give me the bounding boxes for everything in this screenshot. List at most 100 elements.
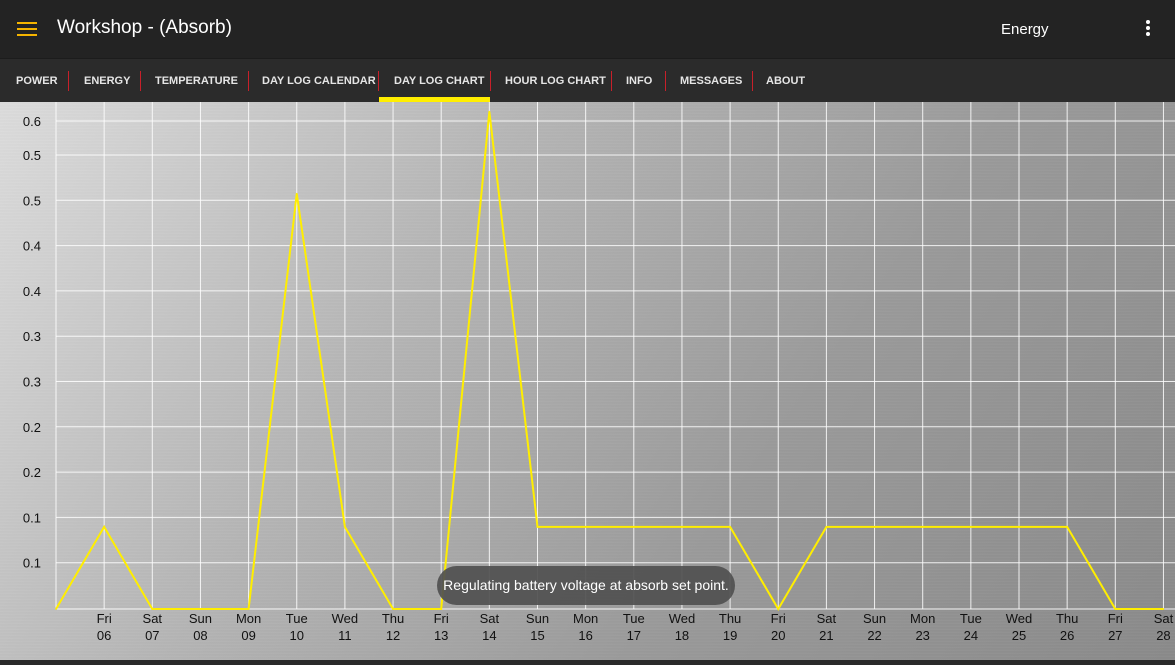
x-tick-label-date: 18 [675,628,689,643]
x-tick-label-date: 23 [915,628,929,643]
x-tick-label-day: Mon [236,611,261,626]
x-tick-label-day: Tue [623,611,645,626]
tab-separator [665,71,666,91]
x-tick-label-date: 06 [97,628,111,643]
tab-separator [611,71,612,91]
more-vert-icon[interactable] [1143,20,1153,40]
y-tick-label: 0.4 [23,239,41,254]
x-tick-label-day: Wed [332,611,359,626]
tab-hour-log-chart[interactable]: HOUR LOG CHART [505,75,606,87]
x-tick-label-day: Tue [286,611,308,626]
tab-info[interactable]: INFO [626,75,653,87]
y-tick-label: 0.2 [23,465,41,480]
data-point [1066,526,1068,528]
data-point [873,526,876,528]
y-tick-label: 0.5 [23,148,41,163]
data-point [392,608,394,610]
data-point [1114,608,1117,610]
y-tick-label: 0.2 [23,420,41,435]
x-tick-label-date: 24 [964,628,978,643]
y-tick-label: 0.3 [23,375,41,390]
x-tick-label-day: Sun [863,611,886,626]
x-tick-label-date: 07 [145,628,159,643]
data-point [103,526,105,528]
tab-separator [752,71,753,91]
x-tick-label-day: Thu [382,611,404,626]
x-tick-label-date: 15 [530,628,544,643]
active-tab-indicator [379,97,490,102]
x-tick-label-day: Sat [480,611,500,626]
y-tick-label: 0.1 [23,510,41,525]
x-tick-label-date: 13 [434,628,448,643]
x-tick-label-date: 17 [627,628,641,643]
x-tick-label-date: 11 [338,628,352,643]
data-point [199,608,202,610]
data-point [55,608,57,610]
x-tick-label-date: 08 [193,628,207,643]
x-tick-label-date: 22 [867,628,881,643]
x-tick-label-day: Fri [434,611,449,626]
data-point [440,608,443,610]
x-tick-label-date: 27 [1108,628,1122,643]
data-point [1162,608,1165,610]
y-tick-label: 0.6 [23,114,41,129]
mode-selector[interactable]: Energy [1001,21,1049,38]
x-tick-label-day: Thu [1056,611,1078,626]
data-point [970,526,972,528]
x-tick-label-date: 09 [241,628,255,643]
x-tick-label-day: Tue [960,611,982,626]
data-point [825,526,828,528]
x-tick-label-day: Fri [1108,611,1123,626]
x-tick-label-day: Thu [719,611,741,626]
tab-messages[interactable]: MESSAGES [680,75,743,87]
x-tick-label-day: Mon [573,611,598,626]
data-point [729,526,731,528]
x-tick-label-day: Sat [143,611,163,626]
data-point [295,192,298,195]
x-tick-label-date: 19 [723,628,737,643]
y-tick-label: 0.5 [23,193,41,208]
data-point [584,526,587,528]
x-tick-label-date: 10 [290,628,304,643]
tab-about[interactable]: ABOUT [766,75,806,87]
x-tick-label-date: 26 [1060,628,1074,643]
data-point [488,110,491,113]
tab-energy[interactable]: ENERGY [84,75,131,87]
x-tick-label-date: 20 [771,628,785,643]
tab-power[interactable]: POWER [16,75,58,87]
y-tick-label: 0.3 [23,329,41,344]
data-point [633,526,635,528]
x-tick-label-date: 14 [482,628,496,643]
tab-day-log-calendar[interactable]: DAY LOG CALENDAR [262,75,376,87]
tab-separator [490,71,491,91]
tab-separator [378,71,379,91]
data-point [536,526,539,528]
x-tick-label-day: Sat [1154,611,1174,626]
status-toast: Regulating battery voltage at absorb set… [437,566,735,605]
x-tick-label-date: 12 [386,628,400,643]
x-tick-label-date: 16 [578,628,592,643]
x-tick-label-day: Wed [669,611,696,626]
hamburger-menu-icon[interactable] [17,22,37,36]
tab-separator [68,71,69,91]
x-tick-label-day: Sun [526,611,549,626]
tab-separator [140,71,141,91]
tab-day-log-chart[interactable]: DAY LOG CHART [394,75,485,87]
x-tick-label-day: Sat [817,611,837,626]
data-point [681,526,683,528]
tab-temperature[interactable]: TEMPERATURE [155,75,238,87]
x-tick-label-date: 25 [1012,628,1026,643]
tab-separator [248,71,249,91]
data-point [1018,526,1020,528]
chart-canvas: 0.6 0.5 0.5 0.4 0.4 0.3 0.3 0.2 0.2 0.1 0.1 Fri 06 Sa… [23,102,1175,643]
data-point [151,608,154,610]
x-tick-label-date: 28 [1156,628,1170,643]
x-tick-label-day: Wed [1006,611,1033,626]
x-tick-label-day: Mon [910,611,935,626]
x-tick-label-date: 21 [819,628,833,643]
data-point [344,526,346,528]
series-line [55,111,1164,611]
page-title: Workshop - (Absorb) [57,17,232,38]
data-point [921,526,924,528]
tab-bar: POWER ENERGY TEMPERATURE DAY LOG CALENDA… [0,58,1175,103]
